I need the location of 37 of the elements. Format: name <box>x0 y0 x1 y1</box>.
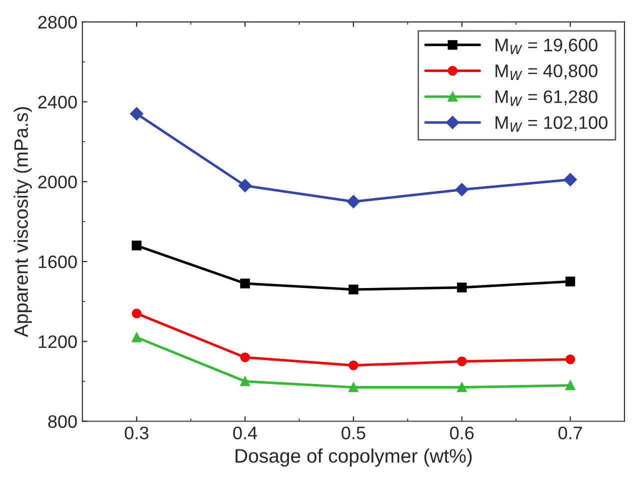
point <box>132 308 142 318</box>
x-axis-title: Dosage of copolymer (wt%) <box>236 448 472 467</box>
point <box>348 382 358 392</box>
y-tick-label: 2000 <box>38 176 77 188</box>
point <box>238 179 252 192</box>
point <box>240 278 250 288</box>
x-tick-label: 0.6 <box>450 426 474 440</box>
point <box>240 352 250 362</box>
x-tick-label: 0.7 <box>558 426 582 440</box>
x-tick-label: 0.4 <box>233 426 258 440</box>
point <box>348 284 358 294</box>
point <box>132 240 142 250</box>
y-tick-label: 1600 <box>38 255 77 268</box>
point <box>130 107 144 120</box>
legend-label: M$_{W}$ = 19,600 <box>496 38 598 54</box>
point <box>240 376 250 386</box>
point <box>565 354 576 364</box>
point <box>565 276 576 286</box>
legend-label: M$_{W}$ = 102,100 <box>496 116 608 132</box>
y-axis-title: Apparent viscosity (mPa.s) <box>14 107 32 338</box>
point <box>346 195 360 208</box>
legend-label: M$_{W}$ = 40,800 <box>496 64 598 80</box>
legend-label: M$_{W}$ = 61,280 <box>496 90 598 106</box>
x-tick-label: 0.5 <box>342 426 366 440</box>
point <box>457 356 467 366</box>
point <box>564 173 577 186</box>
point <box>565 380 576 390</box>
y-tick-label: 1200 <box>38 335 77 348</box>
y-tick-label: 2800 <box>38 16 77 29</box>
point <box>348 360 358 370</box>
point <box>457 382 467 392</box>
x-tick-label: 0.3 <box>124 426 148 440</box>
point <box>132 332 142 342</box>
point <box>457 282 467 292</box>
y-tick-label: 800 <box>48 415 77 428</box>
point <box>455 183 468 196</box>
y-tick-label: 2400 <box>38 96 77 109</box>
